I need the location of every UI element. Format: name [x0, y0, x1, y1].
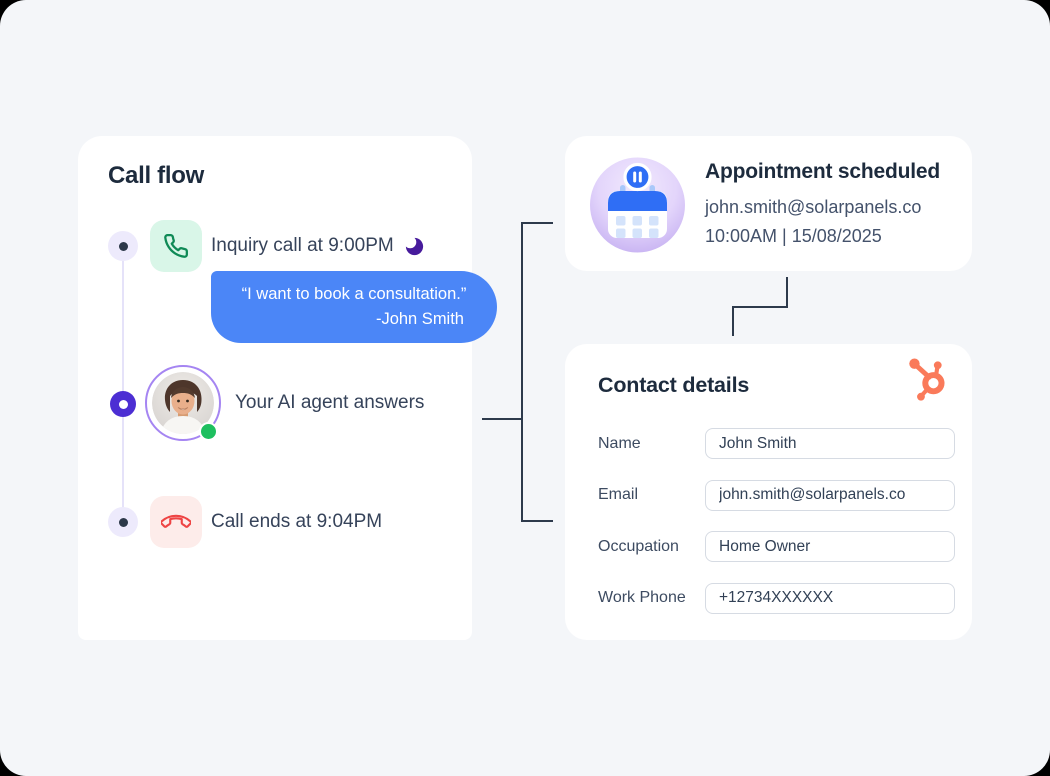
- step-agent-label: Your AI agent answers: [235, 392, 425, 413]
- chat-bubble-quote: “I want to book a consultation.”: [241, 285, 467, 303]
- contact-details-title: Contact details: [598, 373, 750, 397]
- step-inquiry-label: Inquiry call at 9:00PM: [211, 235, 394, 256]
- step-agent-answers: Your AI agent answers: [235, 365, 424, 441]
- contact-form: Name Email Occupation Work Phone: [598, 428, 955, 634]
- connector-arm-middle: [482, 418, 521, 420]
- form-row-email: Email: [598, 479, 955, 511]
- occupation-input[interactable]: [705, 531, 955, 562]
- phone-icon: [150, 220, 202, 272]
- timeline-dot-3: [108, 507, 138, 537]
- step-call-ends: Call ends at 9:04PM: [211, 496, 382, 548]
- contact-details-card: Contact details Name Email Occu: [565, 344, 972, 640]
- form-row-name: Name: [598, 428, 955, 459]
- connector-arm-top: [521, 222, 553, 224]
- occupation-label: Occupation: [598, 537, 679, 555]
- form-row-work-phone: Work Phone: [598, 582, 955, 614]
- appointment-datetime: 10:00AM | 15/08/2025: [705, 226, 882, 246]
- hubspot-icon: [902, 355, 954, 412]
- work-phone-label: Work Phone: [598, 589, 686, 606]
- ai-agent-avatar: [145, 365, 221, 441]
- moon-icon: [405, 237, 423, 255]
- call-flow-card: Call flow Inquiry call at 9:00PM “I want…: [78, 136, 497, 640]
- phone-end-icon: [150, 496, 202, 548]
- connector-elbow-horizontal: [732, 306, 788, 308]
- connector-arm-bottom: [521, 520, 553, 522]
- calendar-icon: [590, 156, 685, 258]
- avatar-photo: [151, 371, 214, 434]
- appointment-title: Appointment scheduled: [705, 160, 940, 183]
- step-inquiry-call: Inquiry call at 9:00PM: [211, 220, 426, 272]
- connector-elbow-down2: [732, 306, 734, 336]
- appointment-email: john.smith@solarpanels.co: [705, 197, 922, 217]
- chat-bubble-author: -John Smith: [375, 310, 464, 328]
- email-input[interactable]: [705, 479, 955, 511]
- step-call-ends-label: Call ends at 9:04PM: [211, 511, 383, 532]
- call-flow-title: Call flow: [108, 162, 204, 189]
- form-row-occupation: Occupation: [598, 531, 955, 562]
- email-label: Email: [598, 486, 639, 503]
- work-phone-input[interactable]: [705, 582, 955, 614]
- connector-bracket-vertical: [521, 222, 523, 522]
- appointment-card: Appointment scheduled john.smith@solarpa…: [565, 136, 972, 271]
- name-label: Name: [598, 434, 641, 452]
- connector-elbow-down: [786, 277, 788, 308]
- timeline-line: [122, 246, 124, 522]
- chat-bubble: “I want to book a consultation.” -John S…: [211, 271, 497, 343]
- name-input[interactable]: [705, 428, 955, 459]
- online-status-dot: [199, 422, 218, 441]
- timeline-dot-1: [108, 231, 138, 261]
- timeline-dot-active: [110, 391, 136, 417]
